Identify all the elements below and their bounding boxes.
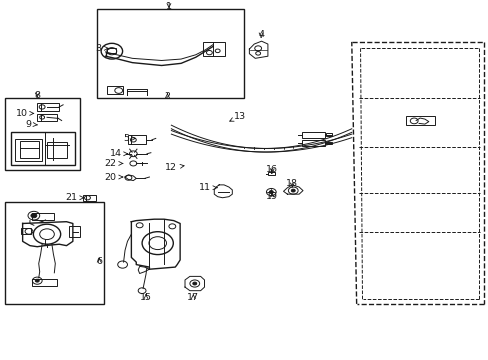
Text: 19: 19 xyxy=(266,192,278,201)
Text: 21: 21 xyxy=(65,193,83,202)
Bar xyxy=(326,141,331,144)
Bar xyxy=(69,226,80,237)
Text: 12: 12 xyxy=(165,163,183,172)
Text: 1: 1 xyxy=(165,2,172,11)
Bar xyxy=(37,114,57,121)
Bar xyxy=(82,195,96,201)
Circle shape xyxy=(35,279,39,282)
Bar xyxy=(11,132,75,165)
Bar xyxy=(302,140,325,146)
Text: 8: 8 xyxy=(34,91,40,100)
Bar xyxy=(267,172,274,175)
Bar xyxy=(406,116,434,125)
Bar xyxy=(107,48,116,53)
Bar xyxy=(302,132,325,138)
Text: 9: 9 xyxy=(25,120,37,129)
Circle shape xyxy=(269,190,273,193)
Bar xyxy=(32,213,54,220)
Text: 2: 2 xyxy=(164,93,170,102)
Bar xyxy=(4,98,80,170)
Text: 10: 10 xyxy=(16,109,34,118)
Text: 20: 20 xyxy=(104,172,122,181)
Bar xyxy=(20,141,39,158)
Circle shape xyxy=(192,282,196,285)
Text: 14: 14 xyxy=(109,149,127,158)
Bar xyxy=(4,202,104,304)
Text: 4: 4 xyxy=(258,30,264,39)
Bar xyxy=(21,228,31,234)
Bar xyxy=(15,139,42,161)
Bar xyxy=(32,279,57,286)
Text: 16: 16 xyxy=(266,165,278,174)
Bar xyxy=(203,42,224,56)
Text: 17: 17 xyxy=(187,293,199,302)
Bar xyxy=(97,9,244,98)
Bar xyxy=(107,86,122,94)
Text: 13: 13 xyxy=(229,112,245,121)
Bar xyxy=(47,142,66,158)
Bar xyxy=(326,134,331,136)
Text: 18: 18 xyxy=(285,179,298,188)
Circle shape xyxy=(291,189,295,192)
Text: 22: 22 xyxy=(104,159,122,168)
Bar xyxy=(37,103,59,111)
Text: 5: 5 xyxy=(122,134,135,143)
Circle shape xyxy=(31,213,37,218)
Bar xyxy=(128,135,145,144)
Text: 6: 6 xyxy=(96,257,102,266)
Text: 15: 15 xyxy=(140,293,152,302)
Text: 3: 3 xyxy=(95,44,108,53)
Text: 11: 11 xyxy=(199,183,217,192)
